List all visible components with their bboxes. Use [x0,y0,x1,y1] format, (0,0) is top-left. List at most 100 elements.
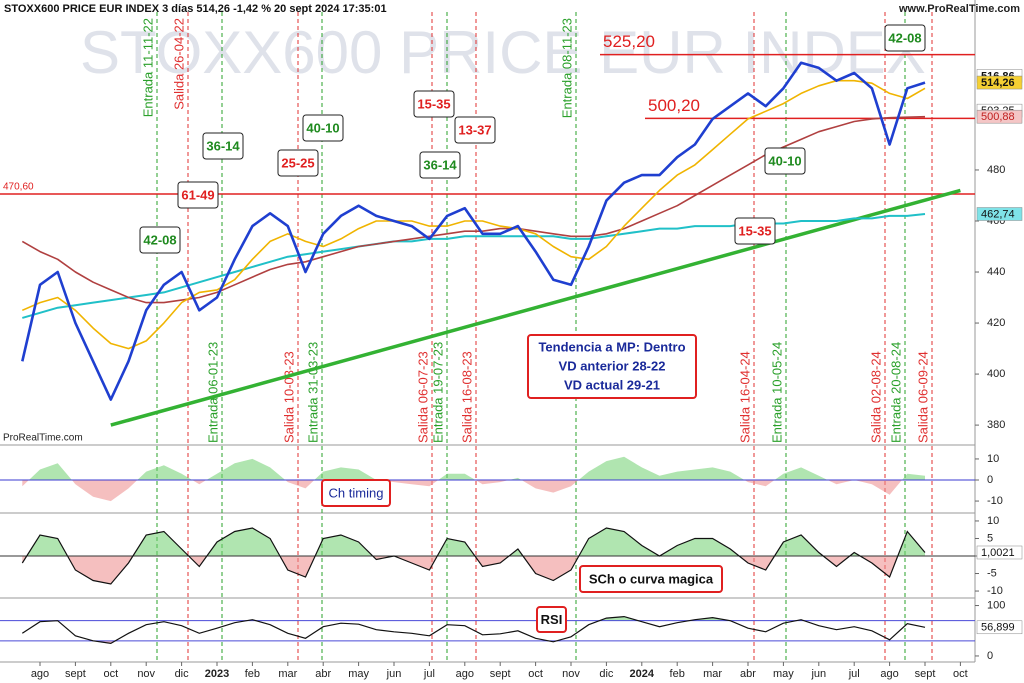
oscillator-line [21,527,926,585]
x-tick-label: oct [953,668,968,680]
signal-label: Salida 10-03-23 [281,351,296,443]
score-box [734,217,776,245]
source: ProRealTime.com [3,433,83,444]
signal-label: Entrada 19-07-23 [430,342,445,443]
price-tag [976,75,1023,90]
x-tick-label: may [773,668,794,680]
score-label: 61-49 [181,187,214,202]
chart-title: STOXX600 PRICE EUR INDEX 3 días 514,26 -… [4,3,387,15]
y-tick-label: -10 [987,585,1003,597]
h-level-label: 525,20 [603,32,655,51]
area-fill [22,480,925,502]
score-label: 15-35 [738,223,771,238]
trendline [110,188,961,427]
score-box [413,90,455,118]
signal-label: Salida 06-07-23 [415,351,430,443]
price-tag [976,109,1023,124]
score-label: 42-08 [888,30,921,45]
note-box [527,334,697,399]
score-label: 40-10 [768,153,801,168]
panel-label-box [579,565,723,593]
score-box [884,24,926,52]
score-label: 36-14 [423,157,457,172]
source-top: www.ProRealTime.com [898,3,1020,15]
score-label: 42-08 [143,232,176,247]
x-tick-label: ago [31,668,49,680]
price-tag [976,207,1023,221]
score-box [764,147,806,175]
x-tick-label: sept [65,668,86,680]
score-label: 25-25 [281,155,314,170]
x-tick-label: nov [562,668,580,680]
note-line: VD anterior 28-22 [559,358,666,373]
x-tick-label: mar [703,668,722,680]
series-line [21,61,926,401]
signal-label: Salida 16-04-24 [737,351,752,443]
x-tick-label: 2024 [630,668,655,680]
signal-label: Entrada 31-03-23 [305,342,320,443]
signal-label: Salida 16-08-23 [459,351,474,443]
y-tick-label: 400 [987,368,1005,380]
note-line: Tendencia a MP: Dentro [538,339,685,354]
h-level-label: 470,60 [3,182,34,193]
x-tick-label: sept [490,668,511,680]
price-tag-label: 56,899 [981,622,1015,634]
oscillator-line [21,615,926,645]
score-box [302,114,344,142]
x-tick-label: jul [848,668,860,680]
signal-label: Entrada 11-11-22 [140,18,155,117]
x-tick-label: sept [915,668,936,680]
y-tick-label: 0 [987,474,993,486]
x-tick-label: ago [456,668,474,680]
score-label: 40-10 [306,120,339,135]
score-box [454,116,496,144]
x-tick-label: oct [528,668,543,680]
x-tick-label: may [348,668,369,680]
price-tag-label: 514,26 [981,77,1015,89]
signal-label: Entrada 10-05-24 [769,342,784,443]
x-tick-label: jun [810,668,826,680]
x-tick-label: feb [245,668,260,680]
x-tick-label: abr [315,668,331,680]
score-box [177,181,219,209]
note-line: VD actual 29-21 [564,377,660,392]
y-tick-label: 5 [987,532,993,544]
area-fill [22,456,925,480]
y-tick-label: 440 [987,266,1005,278]
price-tag-label: 500,88 [981,111,1015,123]
score-box [419,151,461,179]
x-tick-label: jul [423,668,435,680]
score-label: 15-35 [417,96,450,111]
panel-label-box [321,479,391,507]
signal-label: Entrada 20-08-24 [888,342,903,443]
y-tick-label: 480 [987,164,1005,176]
x-tick-label: abr [740,668,756,680]
panel-label: RSI [541,612,563,627]
score-label: 36-14 [206,138,240,153]
score-box [139,226,181,254]
signal-label: Salida 02-08-24 [868,351,883,443]
y-tick-label: 100 [987,599,1005,611]
score-box [277,149,319,177]
x-tick-label: dic [175,668,190,680]
x-tick-label: oct [103,668,118,680]
area-fill [22,528,925,556]
signal-label: Salida 26-04-22 [171,18,186,110]
x-tick-label: dic [599,668,614,680]
h-level-label: 500,20 [648,96,700,115]
y-tick-label: 10 [987,453,999,465]
x-tick-label: 2023 [205,668,229,680]
y-tick-label: -10 [987,495,1003,507]
price-tag [976,620,1023,635]
x-tick-label: feb [670,668,685,680]
y-tick-label: 380 [987,419,1005,431]
x-tick-label: ago [880,668,898,680]
x-tick-label: jun [386,668,402,680]
price-tag [976,545,1023,560]
score-box [202,132,244,160]
watermark: STOXX600 PRICE EUR INDEX [80,19,926,86]
y-tick-label: -5 [987,567,997,579]
panel-label: Ch timing [329,485,384,500]
x-tick-label: mar [278,668,297,680]
